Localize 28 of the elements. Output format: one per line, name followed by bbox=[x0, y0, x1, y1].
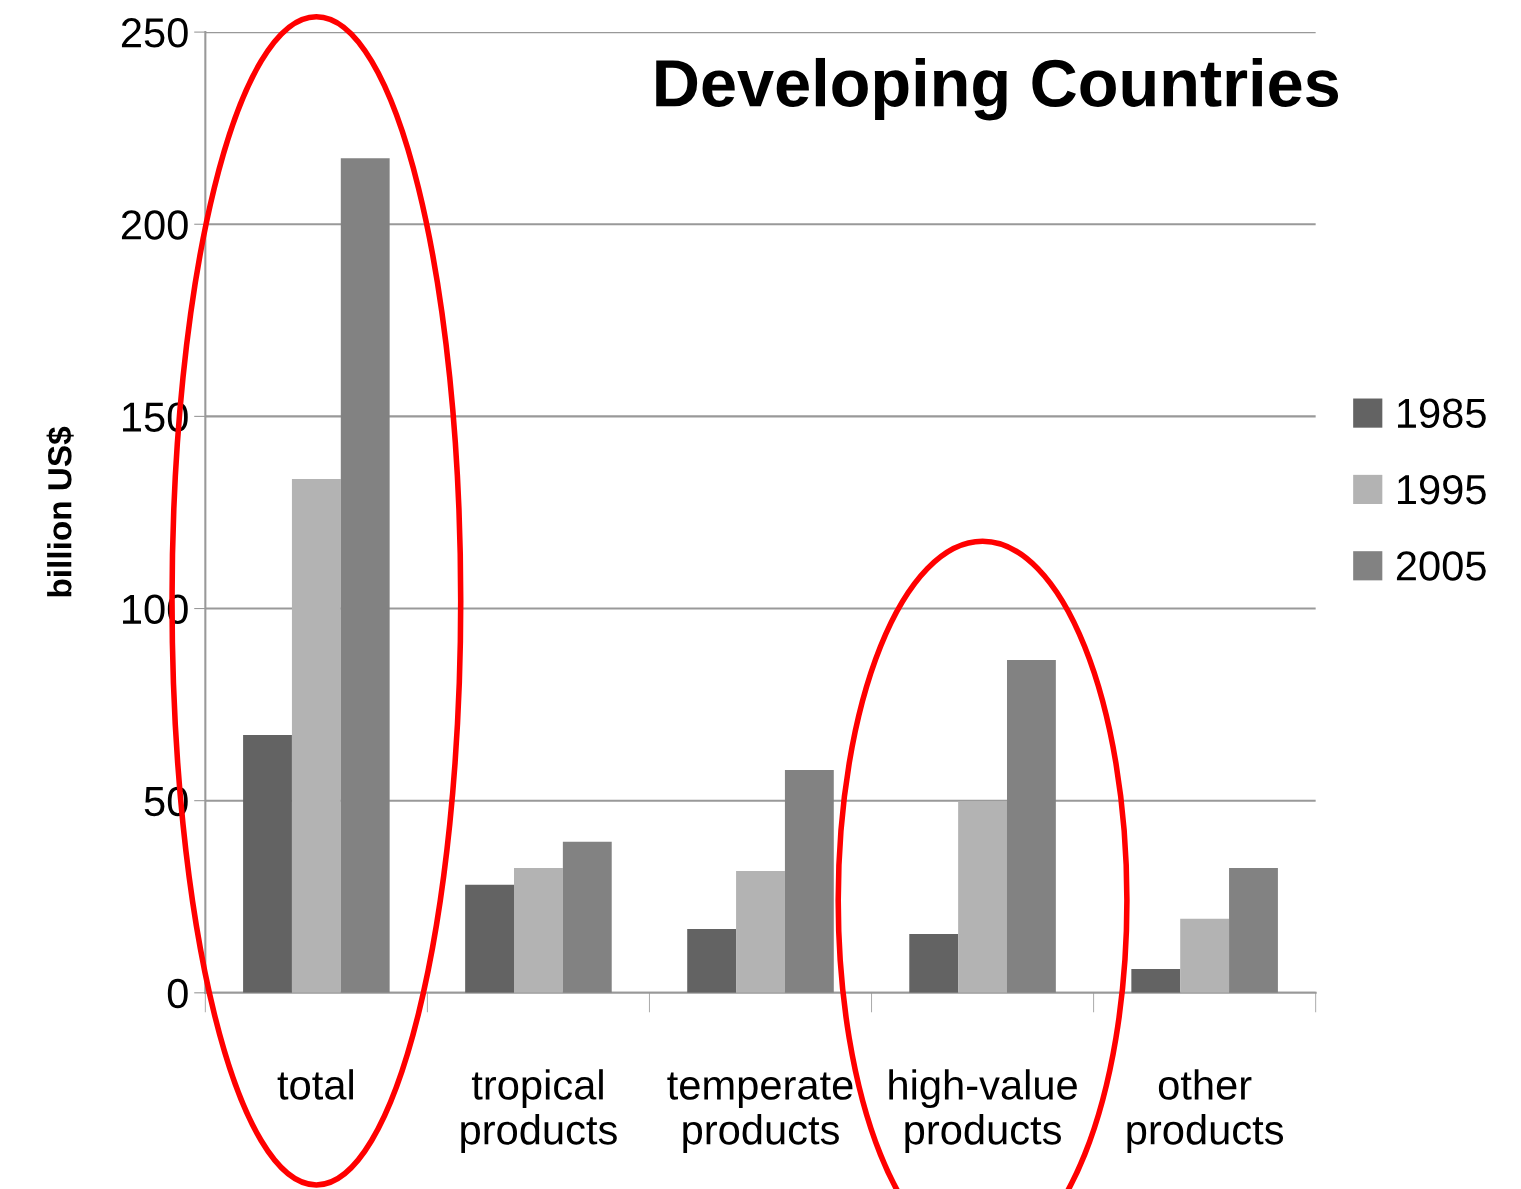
bar bbox=[514, 867, 563, 993]
chart-title: Developing Countries bbox=[656, 57, 1339, 121]
bar bbox=[958, 801, 1007, 993]
bar bbox=[291, 479, 341, 993]
bar bbox=[1180, 918, 1230, 993]
bar bbox=[243, 734, 292, 993]
bar bbox=[465, 884, 515, 993]
y-tick-label: 250 bbox=[121, 18, 188, 48]
x-tick-label: tropical products bbox=[461, 1069, 617, 1153]
y-tick-label: 200 bbox=[121, 210, 188, 240]
y-axis-title: billion US$ bbox=[46, 426, 74, 597]
bar bbox=[784, 769, 834, 993]
bar bbox=[1006, 660, 1056, 993]
bar bbox=[562, 841, 612, 993]
x-tick-label: total bbox=[277, 1069, 353, 1100]
y-tick-label: 0 bbox=[167, 978, 188, 1009]
x-tick-label: other products bbox=[1127, 1069, 1284, 1153]
bar bbox=[1229, 867, 1278, 993]
bar bbox=[909, 934, 959, 993]
bar bbox=[340, 158, 390, 993]
legend-label: 1985 bbox=[1398, 398, 1486, 429]
bar bbox=[1131, 968, 1181, 993]
x-tick-label: high-value products bbox=[889, 1069, 1077, 1153]
bar bbox=[736, 871, 785, 993]
legend-label: 1995 bbox=[1398, 474, 1486, 505]
bar bbox=[687, 929, 737, 993]
x-tick-label: temperate products bbox=[667, 1072, 853, 1153]
legend-label: 2005 bbox=[1396, 551, 1486, 581]
